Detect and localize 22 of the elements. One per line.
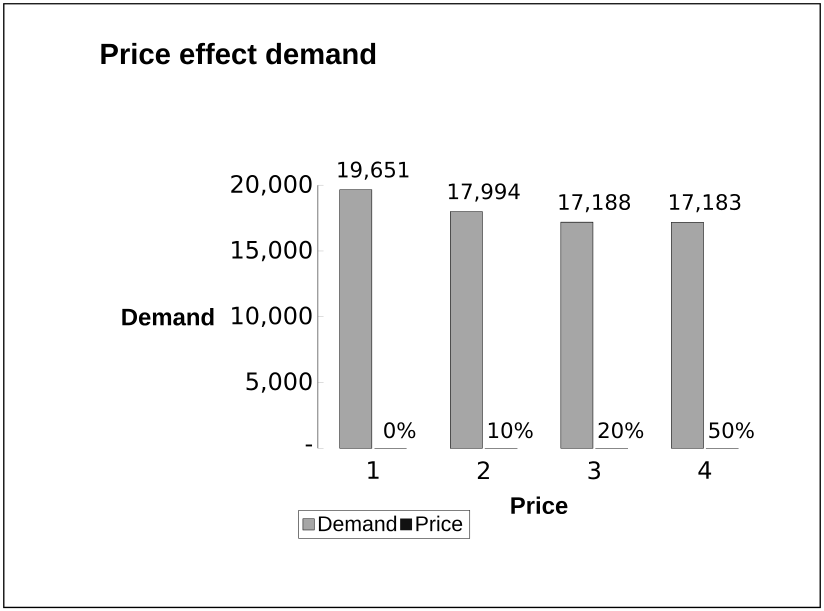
y-tick-label: 20,000 [231,174,312,196]
x-tick-label: 1 [368,461,379,479]
y-tick-label: - [306,444,312,446]
data-label: 19,651 [338,161,408,180]
data-label: 17,183 [670,194,740,212]
y-tick-label: 5,000 [246,372,312,393]
data-label: 17,188 [559,194,630,212]
legend-label: Demand [318,516,396,532]
y-axis-title: Demand [122,308,214,326]
x-axis-title: Price [511,496,568,514]
data-label: 50% [709,422,754,438]
x-tick-label: 4 [698,461,712,479]
legend-label: Price [416,516,462,532]
data-label: 10% [488,422,533,438]
y-tick-label: 10,000 [232,306,312,327]
y-tick-label: 15,000 [232,240,312,262]
x-tick-label: 2 [478,461,489,479]
x-tick-label: 3 [588,461,600,480]
data-label: 0% [384,422,416,438]
chart-title: Price effect demand [101,42,376,64]
data-label: 17,994 [448,183,520,202]
data-label: 20% [598,422,644,438]
